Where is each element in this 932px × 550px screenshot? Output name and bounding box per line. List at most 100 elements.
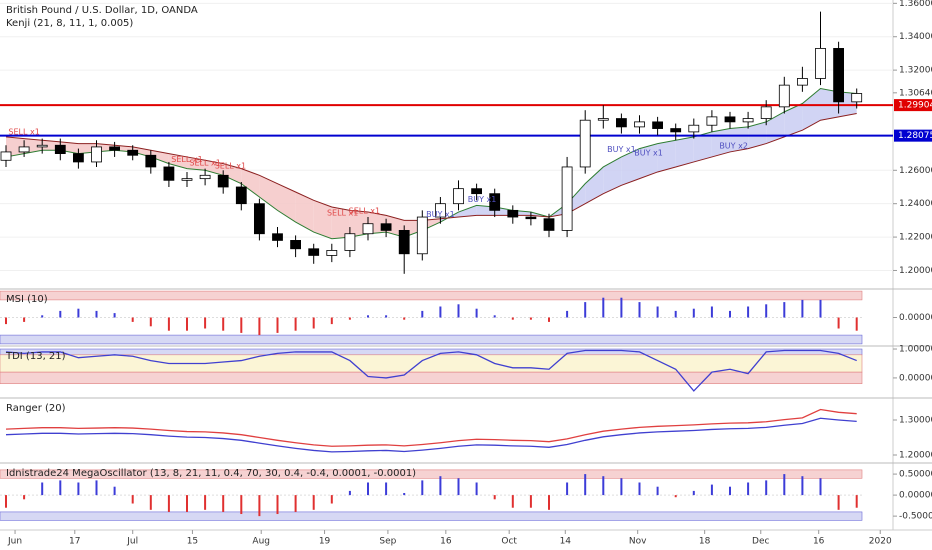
- bar: [747, 306, 750, 318]
- candle-body: [362, 223, 374, 235]
- candle-body: [453, 188, 464, 205]
- bar: [240, 495, 243, 515]
- bar: [511, 317, 514, 320]
- candle-body: [91, 146, 102, 163]
- bar: [439, 306, 442, 318]
- bar: [113, 313, 116, 318]
- ma-fill: [313, 200, 332, 239]
- candle-body: [73, 153, 84, 163]
- bar: [113, 486, 116, 496]
- bar: [186, 495, 188, 512]
- bar: [566, 482, 569, 496]
- bar: [819, 299, 822, 318]
- bar: [204, 317, 207, 329]
- bar: [131, 495, 134, 504]
- bar: [41, 315, 44, 318]
- ma-fill: [187, 156, 206, 171]
- candle-body: [344, 233, 356, 251]
- bar: [584, 474, 587, 496]
- candle-body: [181, 178, 193, 181]
- bar: [23, 495, 26, 500]
- candle-body: [778, 84, 790, 108]
- bar: [222, 495, 225, 512]
- bar: [837, 317, 840, 329]
- ma-fill: [277, 183, 296, 223]
- bar: [747, 482, 750, 496]
- candle-body: [471, 188, 483, 195]
- bar: [566, 310, 569, 318]
- bar: [493, 315, 496, 318]
- level-label-box: [894, 129, 932, 142]
- ma-fill: [657, 140, 676, 172]
- x-tick-label: 15: [187, 537, 198, 547]
- x-tick-label: 18: [699, 537, 711, 547]
- bar: [186, 317, 188, 331]
- y-tick-label: 1.32000: [899, 66, 932, 76]
- bar: [312, 495, 315, 510]
- bar: [421, 310, 424, 318]
- last-price-label: 1.30640: [899, 88, 932, 98]
- x-tick-label: 16: [440, 537, 452, 547]
- bar: [149, 317, 152, 327]
- candle-body: [507, 209, 519, 218]
- bar: [457, 478, 460, 496]
- candle-body: [670, 128, 682, 133]
- x-tick-label: Jun: [7, 537, 22, 547]
- candle-body: [742, 118, 754, 123]
- ma-fill: [639, 143, 658, 179]
- candle-body: [326, 250, 338, 256]
- y-tick-label: 1.22000: [899, 233, 932, 243]
- ma-fill: [603, 156, 622, 194]
- candle-body: [416, 216, 428, 255]
- candle-body: [489, 193, 501, 211]
- bar: [548, 317, 550, 322]
- candle-body: [217, 174, 229, 188]
- x-tick-label: Aug: [252, 537, 270, 547]
- bar: [548, 495, 550, 510]
- candle-body: [561, 166, 573, 231]
- ma-line: [5, 113, 857, 221]
- bar: [710, 484, 713, 496]
- bar: [348, 317, 351, 320]
- candle-body: [54, 144, 66, 154]
- ma-fill: [168, 153, 187, 169]
- bar: [421, 480, 424, 496]
- ma-fill: [331, 207, 350, 239]
- candle-body: [253, 203, 265, 235]
- bar: [59, 310, 62, 318]
- band: [0, 348, 863, 356]
- bar: [294, 317, 297, 331]
- ma-fill: [295, 192, 314, 233]
- bar: [656, 486, 659, 496]
- band: [0, 290, 863, 301]
- candle-body: [163, 166, 175, 181]
- signal-label: BUY x2: [719, 142, 748, 151]
- bar: [620, 478, 623, 496]
- bar: [674, 495, 677, 498]
- candle-body: [706, 116, 718, 126]
- candle-body: [290, 240, 302, 250]
- bar: [95, 480, 98, 496]
- bar: [692, 490, 695, 496]
- bar: [475, 308, 478, 318]
- x-tick-label: 14: [560, 537, 572, 547]
- bar: [258, 495, 261, 517]
- candle-body: [688, 124, 700, 133]
- bar: [638, 482, 641, 496]
- level-label: 1.28075: [898, 131, 932, 141]
- candle-body: [145, 154, 157, 168]
- bar: [367, 315, 369, 318]
- bar: [258, 317, 261, 336]
- candle-body: [0, 151, 12, 161]
- candle-body: [109, 146, 120, 151]
- panel-title: Ranger (20): [6, 403, 66, 414]
- band: [0, 511, 863, 521]
- bar: [294, 495, 297, 512]
- x-tick-label: Sep: [379, 537, 396, 547]
- candle-body: [815, 48, 826, 79]
- ma-fill: [223, 163, 242, 184]
- bar: [801, 299, 804, 318]
